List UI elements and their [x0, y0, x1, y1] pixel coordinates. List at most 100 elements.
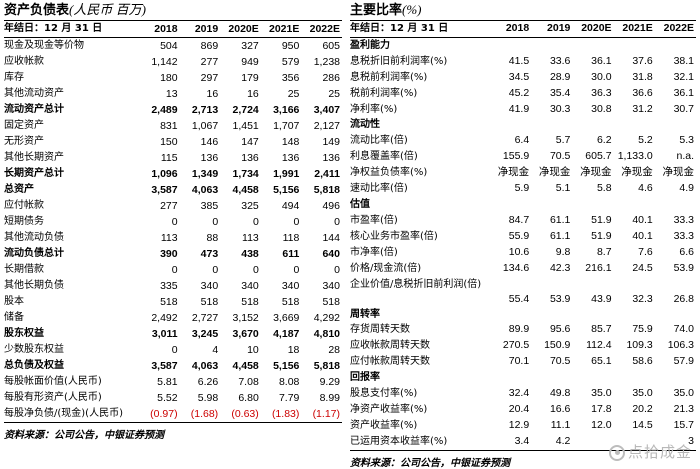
row-value: 4,063 [191, 184, 219, 196]
row-label: 长期资产总计 [4, 168, 64, 179]
section-label: 盈利能力 [350, 39, 390, 51]
key-ratios-source: 资料来源：公司公告，中银证券预测 [350, 457, 510, 469]
table-row: 无形资产 150 146 147 148 149 [4, 134, 342, 150]
table-row: 税前利润率(%) 45.2 35.4 36.3 36.6 36.1 [350, 86, 696, 102]
row-value: 95.6 [549, 323, 571, 336]
row-value: 30.0 [591, 70, 612, 83]
row-label: 现金及现金等价物 [4, 40, 84, 51]
section-row: 流动性 [350, 117, 696, 133]
row-value: 74.0 [673, 323, 694, 336]
header-year: 2021E [260, 21, 302, 38]
table-row: 资产收益率(%) 12.9 11.1 12.0 14.5 15.7 [350, 418, 696, 434]
row-value: 41.5 [508, 54, 530, 67]
row-value: 179 [241, 72, 259, 84]
row-value: 1,238 [313, 56, 340, 68]
row-value: 327 [241, 40, 259, 52]
row-value: 8.7 [596, 245, 612, 258]
row-value: 4,810 [313, 328, 340, 340]
row-label: 已运用资本收益率(%) [350, 433, 490, 451]
row-value: 89.9 [508, 323, 530, 336]
row-value: 147 [241, 136, 259, 148]
key-ratios-title: 主要比率(%) [350, 0, 696, 21]
row-value: 5,156 [273, 184, 300, 196]
row-value: 净现金 [538, 166, 571, 179]
header-year: 2022E [301, 21, 342, 38]
row-value: 1,707 [273, 120, 300, 132]
row-label: 长期借款 [4, 264, 44, 275]
row-label: 净资产收益率(%) [350, 403, 428, 415]
row-value: 31.8 [632, 70, 653, 83]
row-value: 113 [160, 232, 178, 244]
row-label: 每股净负债/(现金)(人民币) [4, 406, 139, 423]
row-value: 16 [247, 88, 259, 100]
row-value: 2,713 [191, 104, 219, 116]
row-value: 4,063 [191, 360, 219, 372]
row-value: 148 [281, 136, 300, 148]
header-year: 2020E [220, 21, 261, 38]
row-label: 存货周转天数 [350, 324, 410, 336]
row-value: 8.08 [278, 376, 300, 388]
row-value: 49.8 [549, 387, 571, 400]
row-label: 流动资产总计 [4, 104, 64, 115]
table-row: 固定资产 831 1,067 1,451 1,707 2,127 [4, 118, 342, 134]
row-value: 473 [200, 248, 219, 260]
row-value: 2,489 [151, 104, 178, 116]
row-label: 企业价值/息税折旧前利润(倍) [350, 278, 482, 290]
section-row: 周转率 [350, 307, 696, 323]
row-label: 其他长期负债 [4, 280, 64, 291]
row-label: 储备 [4, 312, 24, 323]
row-value: 0 [293, 264, 300, 276]
section-row: 回报率 [350, 370, 696, 386]
row-value: 5,818 [313, 360, 340, 372]
row-label: 无形资产 [4, 136, 44, 147]
row-value: 10 [247, 344, 259, 356]
table-row: 息税前利润率(%) 34.5 28.9 30.0 31.8 32.1 [350, 70, 696, 86]
row-value: (1.17) [301, 406, 342, 423]
row-label: 股息支付率(%) [350, 388, 418, 400]
section-label: 估值 [350, 198, 370, 210]
row-value: 61.1 [549, 213, 571, 226]
key-ratios-table: 年结日：12 月 31 日 2018 2019 2020E 2021E 2022E 盈利能… [350, 21, 696, 451]
row-label: 股东权益 [4, 328, 44, 339]
row-value: 112.4 [586, 339, 612, 352]
row-value: 24.5 [632, 261, 653, 274]
row-value: 33.3 [673, 229, 694, 242]
row-value: 25 [328, 88, 340, 100]
row-value: 37.6 [632, 54, 653, 67]
row-label: 息税前利润率(%) [350, 71, 428, 83]
row-value: 4,292 [313, 312, 340, 324]
row-value: 36.1 [673, 86, 694, 99]
row-value: 1,096 [151, 168, 178, 180]
row-value: (1.83) [260, 406, 302, 423]
row-value: 7.6 [638, 245, 653, 258]
row-label: 净权益负债率(%) [350, 167, 428, 179]
row-value: 2,727 [191, 312, 219, 324]
table-row: 其他流动资产 13 16 16 25 25 [4, 86, 342, 102]
row-value: 106.3 [667, 339, 694, 352]
row-value: 9.29 [319, 376, 340, 388]
table-row: 市盈率(倍) 84.7 61.1 51.9 40.1 33.3 [350, 213, 696, 229]
row-value: 9.8 [555, 245, 571, 258]
row-value: 31.2 [632, 102, 653, 115]
row-value: 3,669 [273, 312, 300, 324]
row-value: 6.4 [514, 134, 530, 147]
row-label: 应付帐款周转天数 [350, 356, 430, 368]
row-value: 504 [160, 40, 178, 52]
panel-title-unit: (人民币 百万) [69, 2, 146, 17]
row-value: 438 [241, 248, 259, 260]
row-label: 总负债及权益 [4, 360, 64, 371]
row-value: 30.3 [549, 102, 571, 115]
row-label: 应收帐款 [4, 56, 44, 67]
balance-sheet-title: 资产负债表(人民币 百万) [4, 0, 342, 21]
header-year: 2020E [572, 21, 614, 38]
header-year: 2018 [490, 21, 532, 38]
table-row: 应收帐款 1,142 277 949 579 1,238 [4, 54, 342, 70]
row-label: 市净率(倍) [350, 246, 398, 258]
row-value: 136 [200, 152, 219, 164]
row-value: 4,187 [273, 328, 300, 340]
row-value: 18 [287, 344, 300, 356]
row-value: 136 [241, 152, 259, 164]
table-row: 流动资产总计 2,489 2,713 2,724 3,166 3,407 [4, 102, 342, 118]
row-value: 2,724 [232, 104, 259, 116]
row-value: 297 [200, 72, 219, 84]
